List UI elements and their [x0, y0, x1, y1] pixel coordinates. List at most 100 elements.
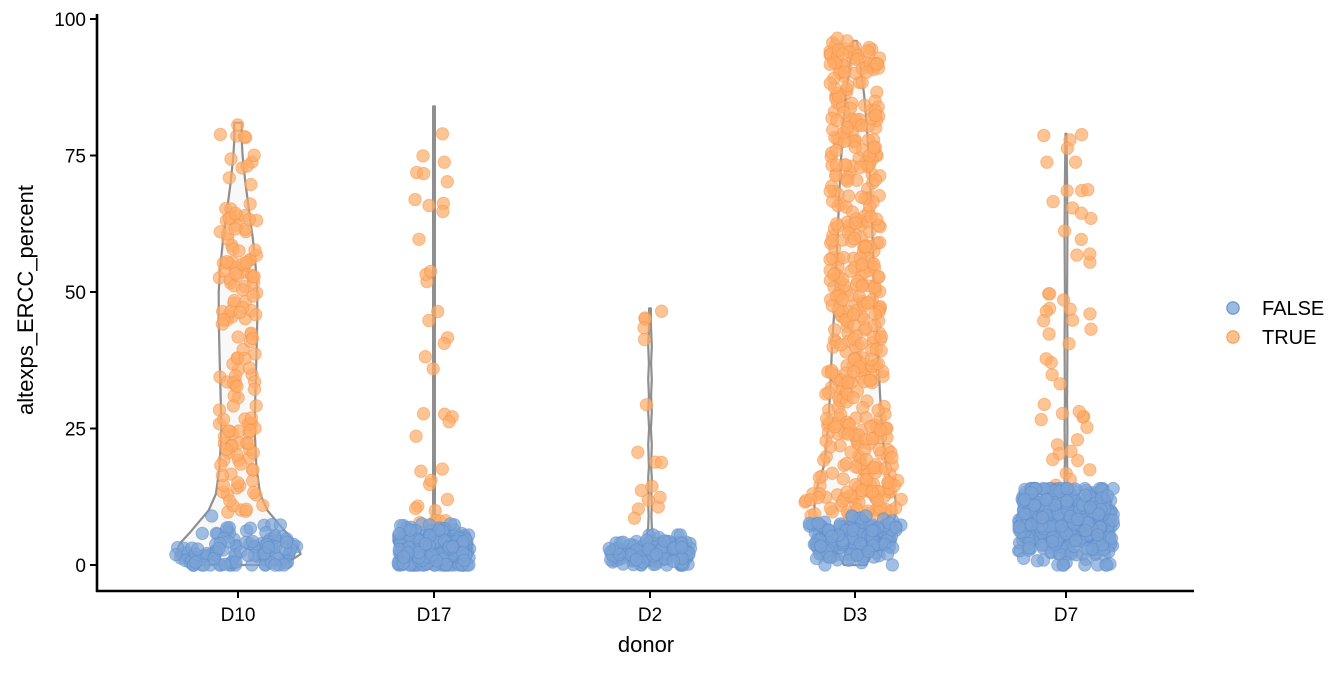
point-d3-true	[867, 140, 881, 154]
point-d7-true	[1065, 313, 1080, 327]
point-d10-false	[273, 518, 288, 532]
point-d3-true	[863, 373, 877, 388]
point-d3-false	[880, 547, 895, 561]
point-d3-true	[867, 257, 881, 271]
point-d17-true	[424, 473, 438, 488]
point-d7-false	[1012, 520, 1026, 534]
point-d17-true	[435, 127, 450, 141]
point-d2-true	[645, 479, 659, 493]
point-d17-true	[436, 204, 450, 219]
point-d3-false	[853, 536, 868, 551]
point-d7-false	[1078, 488, 1092, 502]
point-d3-true	[868, 307, 882, 322]
point-d7-false	[1092, 507, 1106, 521]
point-d3-true	[836, 47, 850, 61]
point-d3-true	[861, 296, 875, 310]
point-d7-true	[1068, 155, 1083, 169]
point-d3-true	[867, 460, 881, 475]
point-d3-true	[841, 427, 855, 441]
x-tick-label-d7: D7	[1054, 605, 1078, 626]
y-tick-label: 100	[54, 10, 86, 31]
point-d7-false	[1035, 510, 1050, 525]
point-d10-true	[236, 283, 250, 297]
violin-d10	[174, 121, 302, 567]
y-tick-label: 50	[65, 283, 86, 304]
point-d3-true	[881, 475, 895, 489]
point-d3-true	[839, 456, 854, 471]
point-d3-true	[827, 267, 841, 282]
point-d7-false	[1017, 492, 1032, 507]
point-d10-false	[212, 541, 226, 556]
point-d3-false	[889, 520, 903, 535]
point-d7-true	[1055, 406, 1070, 421]
point-d3-true	[829, 143, 843, 158]
point-d10-true	[238, 351, 252, 366]
point-d3-false	[861, 544, 875, 559]
point-d10-false	[243, 521, 258, 535]
point-d3-true	[874, 330, 889, 344]
point-d7-false	[1079, 523, 1093, 538]
point-d7-true	[1037, 397, 1052, 412]
point-d3-true	[874, 344, 888, 358]
point-d7-true	[1045, 368, 1059, 382]
point-d10-true	[230, 379, 244, 394]
point-d17-false	[392, 526, 406, 541]
point-d3-true	[859, 240, 873, 254]
point-d10-false	[245, 534, 260, 549]
point-d17-false	[418, 537, 433, 551]
point-d7-true	[1070, 433, 1085, 447]
point-d2-true	[654, 304, 669, 318]
point-d10-true	[233, 305, 247, 320]
point-d3-true	[820, 412, 834, 426]
point-d7-false	[1054, 519, 1069, 533]
point-d7-true	[1046, 452, 1060, 467]
point-d3-true	[824, 366, 839, 380]
point-d3-true	[844, 445, 858, 459]
point-d10-true	[249, 308, 263, 322]
point-d3-true	[829, 217, 844, 231]
point-d10-false	[268, 558, 282, 572]
point-d3-true	[859, 65, 874, 79]
y-ticks: 0 25 50 75 100	[54, 10, 97, 577]
x-ticks: D10 D17 D2 D3 D7	[221, 591, 1078, 626]
x-tick-label-d17: D17	[417, 605, 452, 626]
point-d3-true	[838, 65, 852, 79]
point-d10-true	[237, 130, 252, 144]
violin-d2	[634, 307, 666, 567]
x-axis-title: donor	[618, 632, 674, 657]
point-d17-true	[423, 264, 438, 279]
legend-label-false: FALSE	[1262, 298, 1324, 320]
point-d7-true	[1034, 412, 1048, 427]
point-d7-true	[1037, 128, 1051, 143]
point-d3-true	[841, 79, 855, 93]
point-d3-true	[817, 453, 831, 467]
point-d17-true	[442, 415, 456, 429]
point-d10-true	[243, 197, 257, 211]
point-d7-false	[1024, 518, 1039, 532]
point-d10-false	[169, 547, 183, 562]
point-d7-false	[1030, 554, 1045, 568]
point-d10-false	[189, 555, 203, 569]
point-d17-true	[437, 336, 451, 351]
point-d3-false	[865, 524, 879, 538]
point-d3-false	[845, 509, 859, 523]
point-d3-true	[873, 235, 887, 250]
point-d3-true	[830, 31, 845, 45]
point-d3-true	[848, 216, 863, 230]
point-d17-true	[440, 175, 454, 189]
point-d7-false	[1104, 531, 1119, 545]
point-d10-true	[246, 289, 261, 303]
point-d7-true	[1046, 194, 1060, 209]
point-d17-true	[416, 149, 430, 163]
point-d3-true	[825, 299, 839, 313]
point-d7-true	[1071, 453, 1085, 468]
point-d17-true	[408, 501, 423, 516]
point-d7-true	[1080, 420, 1094, 435]
point-d10-false	[218, 557, 232, 571]
point-d10-true	[232, 244, 246, 258]
point-d7-true	[1060, 184, 1074, 198]
point-d10-true	[223, 494, 237, 508]
point-d2-false	[602, 541, 616, 556]
axes: 0 25 50 75 100 D10 D17 D2 D3 D7	[54, 10, 1194, 626]
